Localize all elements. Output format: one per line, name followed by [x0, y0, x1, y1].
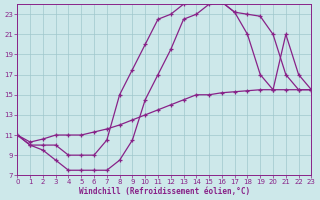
- X-axis label: Windchill (Refroidissement éolien,°C): Windchill (Refroidissement éolien,°C): [79, 187, 250, 196]
